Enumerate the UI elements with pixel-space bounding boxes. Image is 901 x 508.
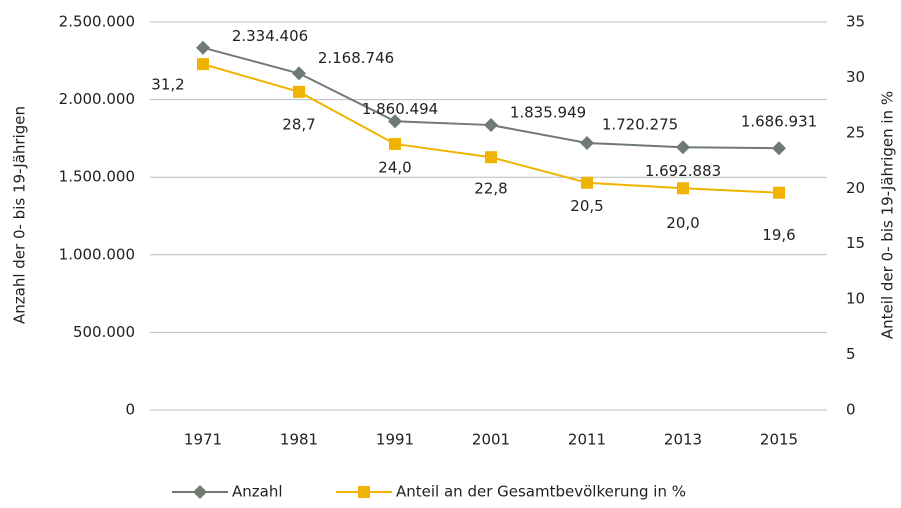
y-tick-label: 1.500.000 bbox=[59, 168, 135, 186]
y2-tick-label: 15 bbox=[846, 234, 865, 252]
x-tick-label: 2013 bbox=[664, 431, 702, 449]
data-label: 24,0 bbox=[378, 158, 411, 176]
legend-label: Anteil an der Gesamtbevölkerung in % bbox=[396, 483, 686, 501]
y2-tick-label: 20 bbox=[846, 179, 865, 197]
point bbox=[773, 186, 785, 199]
point bbox=[772, 141, 786, 156]
y2-tick-label: 25 bbox=[846, 123, 865, 141]
y-tick-label: 2.500.000 bbox=[59, 13, 135, 31]
legend-marker bbox=[358, 486, 370, 498]
data-label: 1.692.883 bbox=[645, 162, 721, 180]
x-tick-label: 2001 bbox=[472, 431, 510, 449]
y2-axis-title: Anteil der 0- bis 19-Jährigen in % bbox=[879, 91, 897, 339]
x-tick-label: 2015 bbox=[760, 431, 798, 449]
point bbox=[388, 114, 402, 129]
y-tick-label: 0 bbox=[125, 401, 135, 419]
y2-tick-label: 10 bbox=[846, 290, 865, 308]
data-label: 20,0 bbox=[666, 214, 699, 232]
data-label: 2.334.406 bbox=[232, 27, 308, 45]
y-axis-title: Anzahl der 0- bis 19-Jährigen bbox=[11, 106, 29, 324]
point bbox=[485, 151, 497, 164]
point bbox=[677, 182, 689, 195]
data-label: 19,6 bbox=[762, 226, 795, 244]
data-label: 22,8 bbox=[474, 180, 507, 198]
point bbox=[292, 66, 306, 81]
y-tick-label: 2.000.000 bbox=[59, 90, 135, 108]
y2-tick-label: 0 bbox=[846, 401, 856, 419]
point bbox=[389, 137, 401, 150]
y-tick-label: 500.000 bbox=[73, 323, 135, 341]
data-label: 1.720.275 bbox=[602, 116, 678, 134]
data-label: 1.835.949 bbox=[510, 104, 586, 122]
data-label: 2.168.746 bbox=[318, 49, 394, 67]
legend-marker bbox=[193, 485, 207, 499]
point bbox=[197, 58, 209, 71]
point bbox=[581, 176, 593, 189]
data-label: 20,5 bbox=[570, 197, 603, 215]
point bbox=[580, 136, 594, 151]
point bbox=[484, 118, 498, 133]
y-tick-label: 1.000.000 bbox=[59, 245, 135, 263]
y2-tick-label: 35 bbox=[846, 13, 865, 31]
data-label: 1.860.494 bbox=[362, 100, 438, 118]
x-tick-label: 1991 bbox=[376, 431, 414, 449]
data-label: 1.686.931 bbox=[741, 113, 817, 131]
data-label: 31,2 bbox=[151, 76, 184, 94]
data-label: 28,7 bbox=[282, 115, 315, 133]
point bbox=[293, 85, 305, 98]
x-tick-label: 1981 bbox=[280, 431, 318, 449]
y2-tick-label: 5 bbox=[846, 345, 856, 363]
x-tick-label: 2011 bbox=[568, 431, 606, 449]
point bbox=[196, 40, 210, 55]
legend-label: Anzahl bbox=[232, 483, 283, 501]
point bbox=[676, 140, 690, 155]
y2-tick-label: 30 bbox=[846, 68, 865, 86]
x-tick-label: 1971 bbox=[184, 431, 222, 449]
